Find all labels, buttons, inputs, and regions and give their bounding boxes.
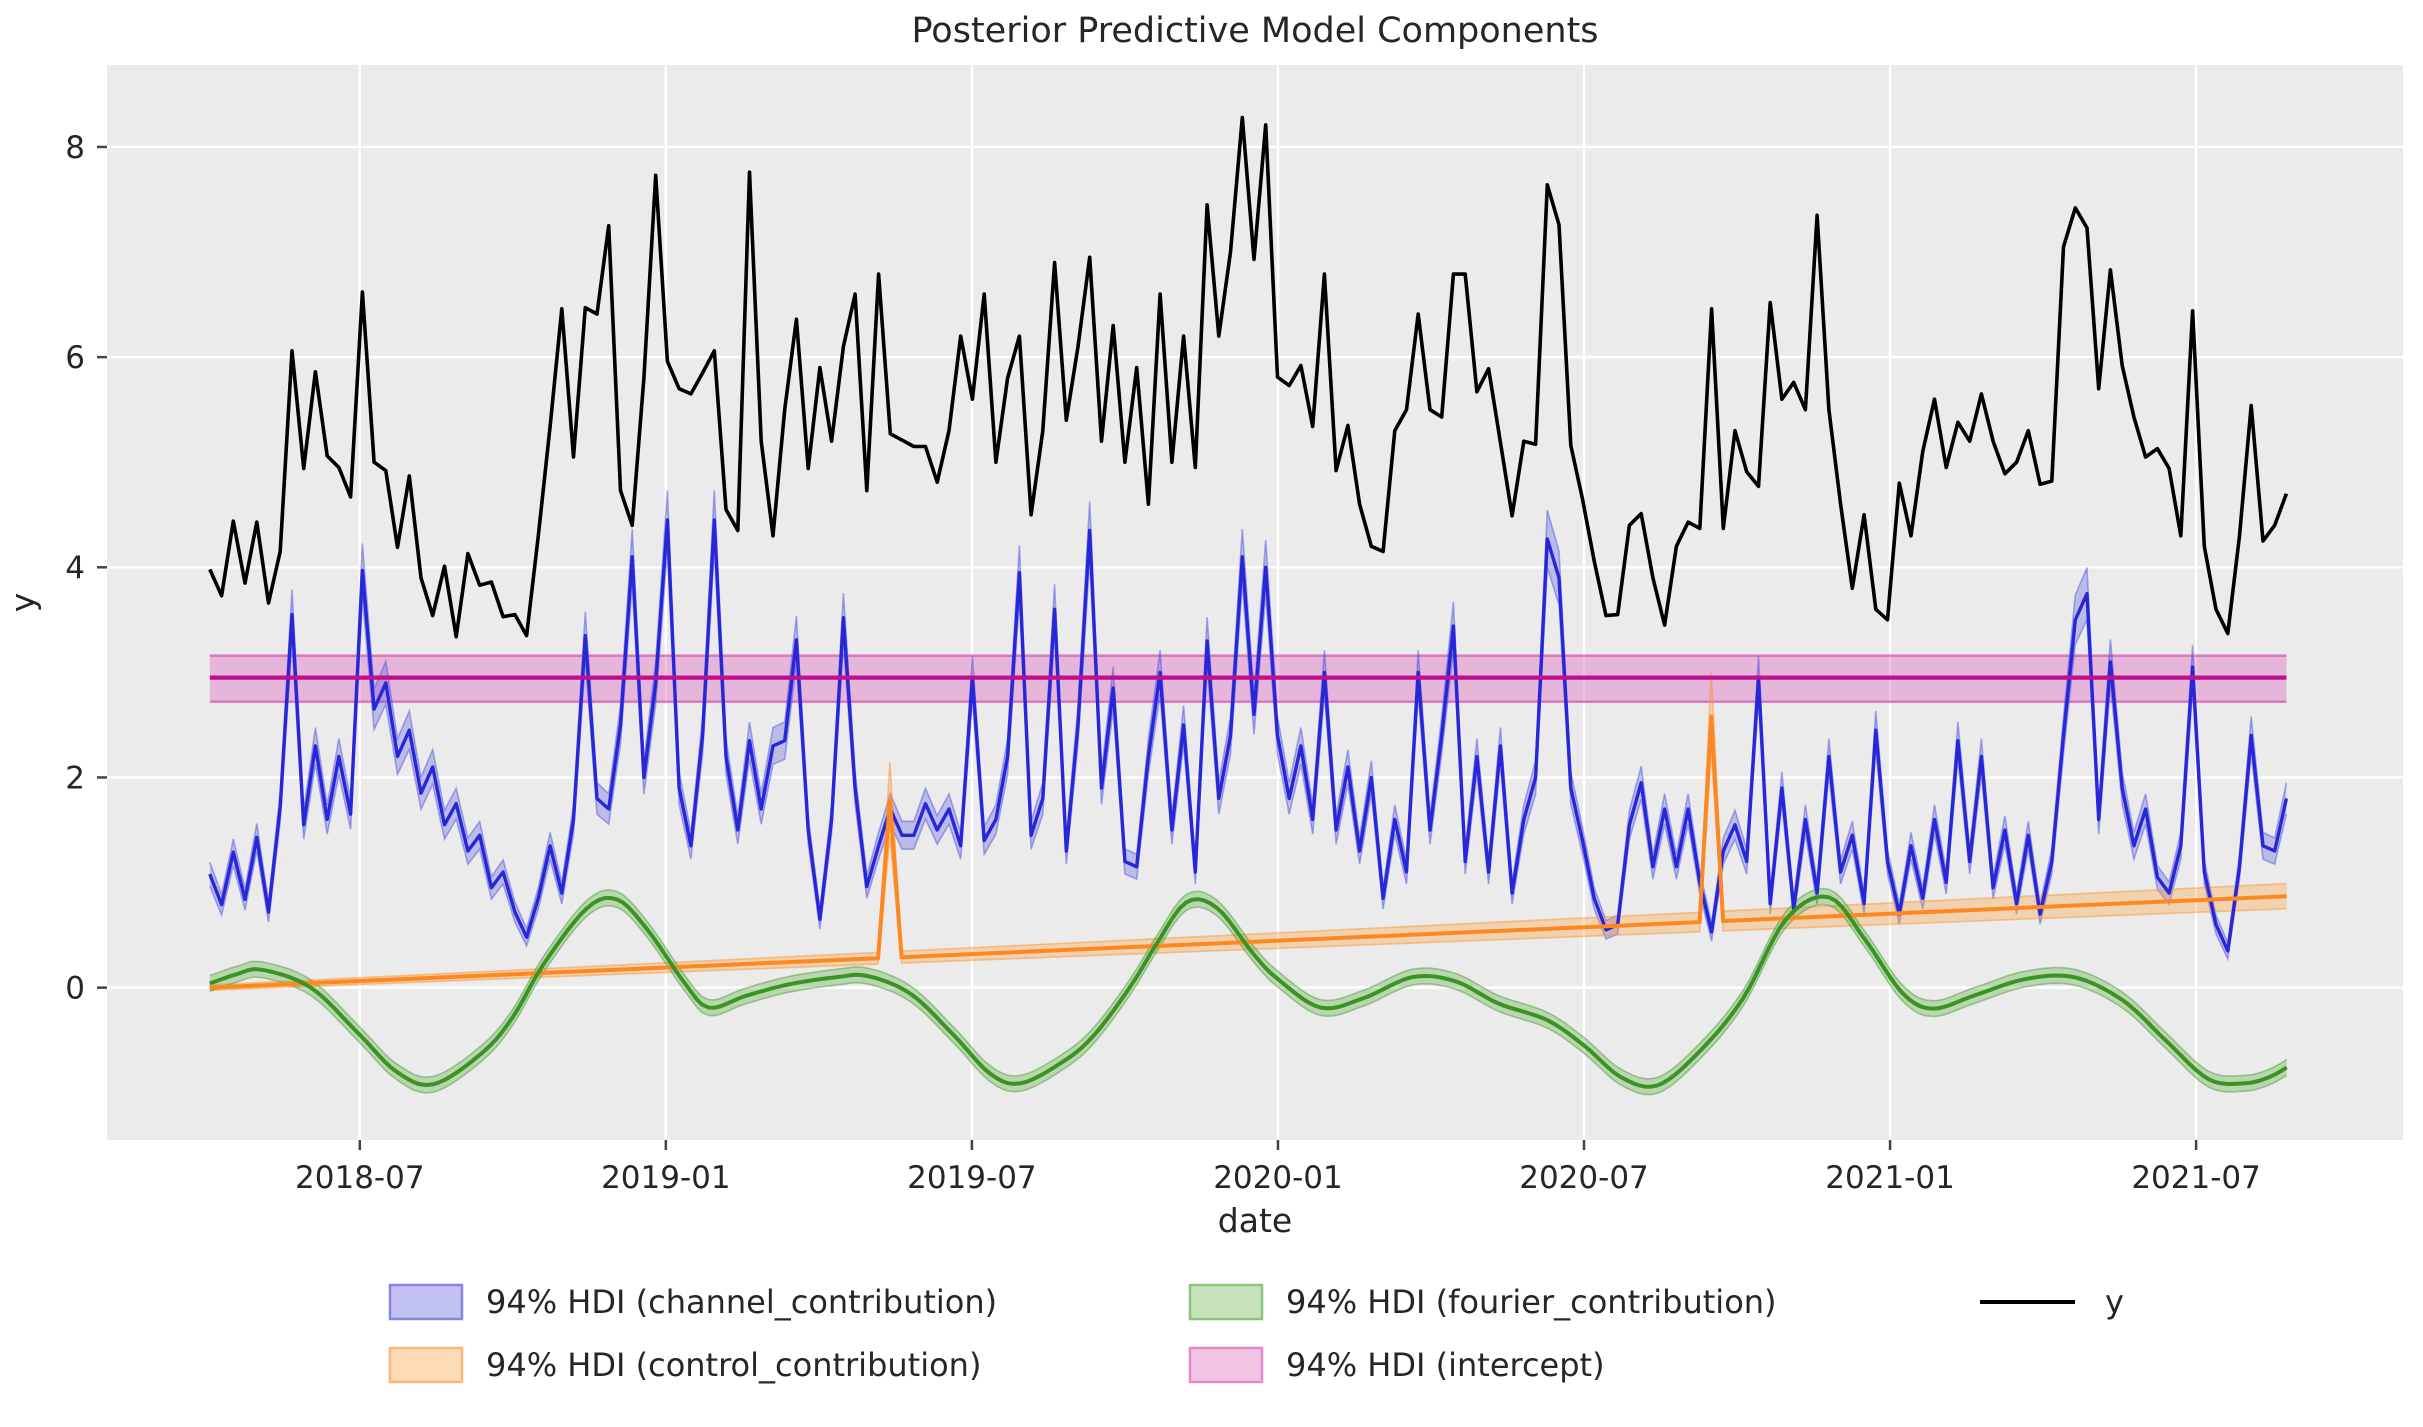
y-tick-label: 4 (65, 550, 85, 586)
x-tick-label: 2019-01 (601, 1160, 731, 1196)
legend-swatch-icon (388, 1283, 464, 1321)
y-tick-label: 8 (65, 130, 85, 166)
legend-item: y (1980, 1283, 2124, 1321)
series-layer (208, 115, 2289, 1096)
legend-swatch-icon (1188, 1283, 1264, 1321)
control-hdi-band (209, 672, 2287, 991)
legend-swatch-icon (1188, 1346, 1264, 1384)
chart-title: Posterior Predictive Model Components (911, 11, 1598, 51)
y-tick-label: 0 (65, 971, 85, 1007)
legend: 94% HDI (channel_contribution) 94% HDI (c… (388, 1283, 2124, 1384)
x-tick-label: 2019-07 (907, 1160, 1037, 1196)
control-line (209, 714, 2287, 990)
legend-label: 94% HDI (channel_contribution) (486, 1283, 997, 1321)
legend-item: 94% HDI (fourier_contribution) (1188, 1283, 1777, 1321)
x-tick-label: 2018-07 (295, 1160, 425, 1196)
channel-line (208, 518, 2289, 953)
x-tick-label: 2021-07 (2131, 1160, 2261, 1196)
axes-labels: 2018-07 2019-01 2019-07 2020-01 2020-07 2021-… (65, 130, 2261, 1196)
legend-label: 94% HDI (fourier_contribution) (1286, 1283, 1777, 1321)
y-axis-label: y (3, 593, 42, 613)
y-tick-label: 6 (65, 340, 85, 376)
y-tick-label: 2 (65, 760, 85, 796)
legend-label: 94% HDI (intercept) (1286, 1346, 1605, 1384)
legend-item: 94% HDI (control_contribution) (388, 1346, 981, 1384)
legend-item: 94% HDI (intercept) (1188, 1346, 1605, 1384)
x-tick-label: 2020-07 (1519, 1160, 1649, 1196)
fourier-line (209, 894, 2288, 1089)
x-axis-label: date (1218, 1201, 1292, 1240)
legend-swatch-icon (388, 1346, 464, 1384)
legend-label: 94% HDI (control_contribution) (486, 1346, 981, 1384)
legend-label: y (2105, 1283, 2124, 1321)
x-tick-label: 2021-01 (1825, 1160, 1955, 1196)
y-line (208, 115, 2289, 639)
legend-item: 94% HDI (channel_contribution) (388, 1283, 997, 1321)
gridlines (107, 65, 2403, 1140)
x-tick-label: 2020-01 (1213, 1160, 1343, 1196)
